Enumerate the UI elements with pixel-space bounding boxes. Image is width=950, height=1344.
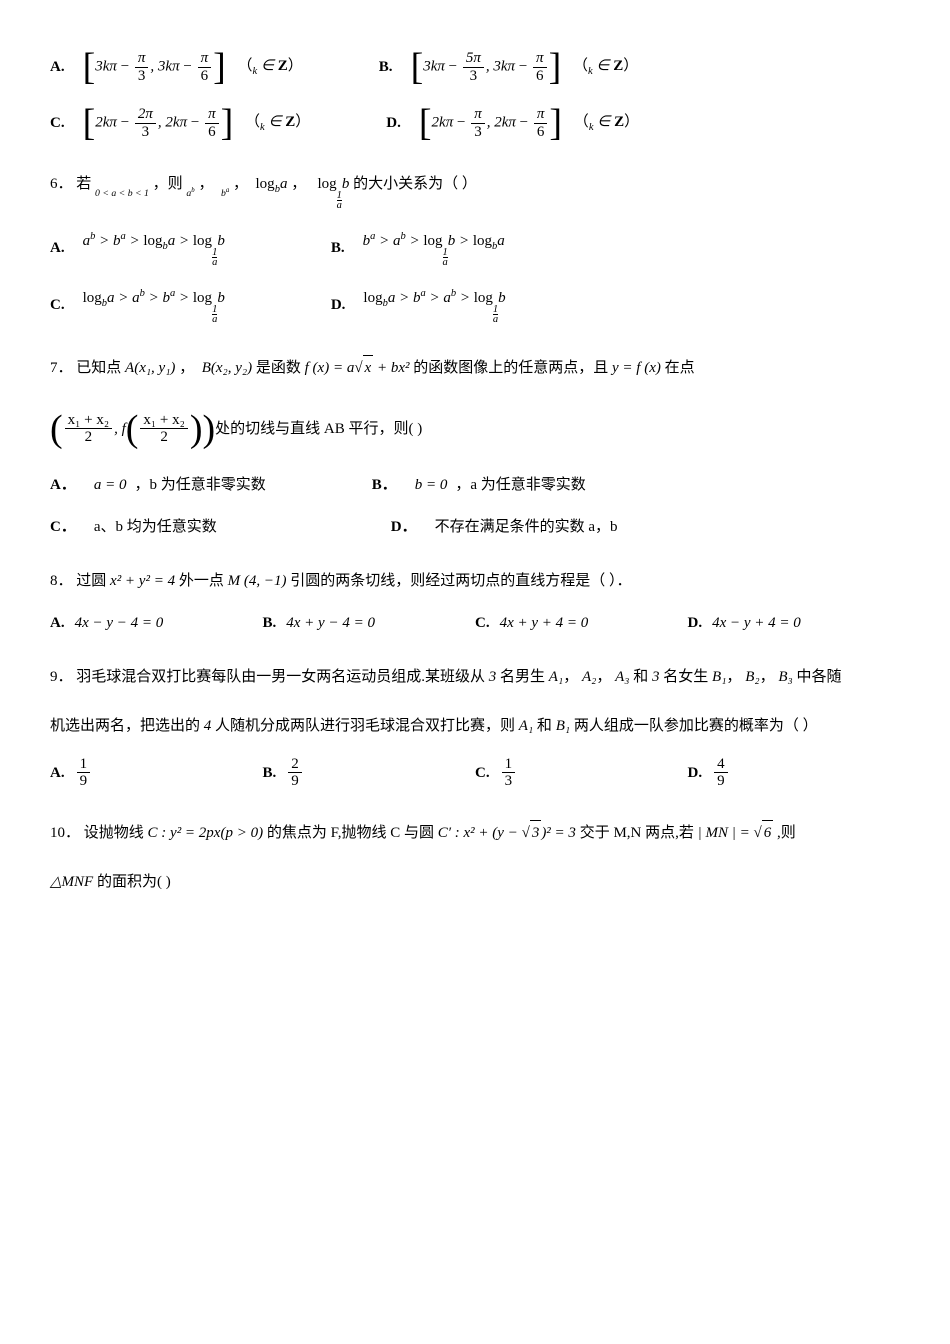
q9-d-frac: 49 (714, 756, 728, 790)
q5-b-kz: （k ∈ Z） (569, 54, 638, 81)
q8-options: A. 4x − y − 4 = 0 B. 4x + y − 4 = 0 C. 4x +… (50, 611, 900, 635)
q9-d-label: D. (688, 761, 703, 785)
q5-b-expr: [ 3kπ − 5π3, 3kπ − π6 ] (411, 48, 562, 86)
q7-c-text: a、b 均为任意实数 (94, 515, 217, 539)
q6-b-label: B. (331, 236, 345, 260)
q5-b-label: B. (379, 55, 393, 79)
q5-a-expr: [ 3kπ − π3, 3kπ − π6 ] (83, 48, 226, 86)
q10-stem-1: 10． 设抛物线 C : y² = 2px(p > 0) 的焦点为 F,抛物线 … (50, 820, 900, 845)
q7-d-text: 不存在满足条件的实数 a，b (435, 515, 618, 539)
q5-a-kz: （k ∈ Z） (234, 54, 303, 81)
q6-c-expr: logba > ab > ba > log1ab (83, 286, 225, 325)
q7-d-label: D． (391, 515, 417, 539)
q5-a-label: A. (50, 55, 65, 79)
q8-a-eq: 4x − y − 4 = 0 (75, 611, 164, 635)
q9-options: A. 19 B. 29 C. 13 D. 49 (50, 756, 900, 790)
q6-row-ab: A. ab > ba > logba > log1ab B. ba > ab >… (50, 229, 900, 268)
q5-d-kz: （k ∈ Z） (570, 110, 639, 137)
q5-row-ab: A. [ 3kπ − π3, 3kπ − π6 ] （k ∈ Z） B. [ 3… (50, 48, 900, 86)
q5-d-expr: [ 2kπ − π3, 2kπ − π6 ] (419, 104, 562, 142)
q9-b-label: B. (263, 761, 277, 785)
q7-row-ab: A． a = 0 ，b 为任意非零实数 B． b = 0 ，a 为任意非零实数 (50, 473, 900, 497)
q5-c-kz: （k ∈ Z） (241, 110, 310, 137)
q8-b-label: B. (263, 611, 277, 635)
q8-d-label: D. (688, 611, 703, 635)
q9-a-frac: 19 (77, 756, 91, 790)
q8-a-label: A. (50, 611, 65, 635)
q7-b-eq: b = 0 (415, 473, 448, 497)
q7-c-label: C． (50, 515, 76, 539)
q9-c-frac: 13 (502, 756, 516, 790)
q7-row-cd: C． a、b 均为任意实数 D． 不存在满足条件的实数 a，b (50, 515, 900, 539)
q8-stem: 8． 过圆 x² + y² = 4 外一点 M (4, −1) 引圆的两条切线，… (50, 569, 900, 593)
q6-stem: 6． 若 0 < a < b < 1 ，则 ab ， ba ， logba ， … (50, 172, 900, 211)
q5-c-label: C. (50, 111, 65, 135)
q8-c-eq: 4x + y + 4 = 0 (500, 611, 589, 635)
q8-d-eq: 4x − y + 4 = 0 (712, 611, 801, 635)
q6-c-label: C. (50, 293, 65, 317)
q10-stem-2: △MNF 的面积为( ) (50, 870, 900, 894)
q5-d-label: D. (386, 111, 401, 135)
q7-stem-1: 7． 已知点 A(x₁, y₁) ， B(x₂, y₂) 是函数 f (x) =… (50, 355, 900, 380)
q9-c-label: C. (475, 761, 490, 785)
q8-c-label: C. (475, 611, 490, 635)
q8-b-eq: 4x + y − 4 = 0 (286, 611, 375, 635)
q6-a-expr: ab > ba > logba > log1ab (83, 229, 225, 268)
q9-stem-1: 9． 羽毛球混合双打比赛每队由一男一女两名运动员组成.某班级从 3 名男生 A₁… (50, 665, 900, 689)
q6-a-label: A. (50, 236, 65, 260)
q5-c-expr: [ 2kπ − 2π3, 2kπ − π6 ] (83, 104, 234, 142)
q6-row-cd: C. logba > ab > ba > log1ab D. logba > b… (50, 286, 900, 325)
q6-b-expr: ba > ab > log1ab > logba (363, 229, 505, 268)
q6-d-expr: logba > ba > ab > log1ab (363, 286, 505, 325)
q7-b-text: ，a 为任意非零实数 (455, 473, 585, 497)
q5-row-cd: C. [ 2kπ − 2π3, 2kπ − π6 ] （k ∈ Z） D. [ … (50, 104, 900, 142)
q9-stem-2: 机选出两名，把选出的 4 人随机分成两队进行羽毛球混合双打比赛，则 A₁ 和 B… (50, 714, 900, 738)
q6-d-label: D. (331, 293, 346, 317)
q9-b-frac: 29 (288, 756, 302, 790)
q7-stem-2: ( x₁ + x₂2 , f ( x₁ + x₂2 ) ) 处的切线与直线 AB… (50, 410, 900, 448)
q7-a-text: ，b 为任意非零实数 (134, 473, 265, 497)
q7-a-eq: a = 0 (94, 473, 127, 497)
q9-a-label: A. (50, 761, 65, 785)
q7-b-label: B． (372, 473, 397, 497)
q7-a-label: A． (50, 473, 76, 497)
